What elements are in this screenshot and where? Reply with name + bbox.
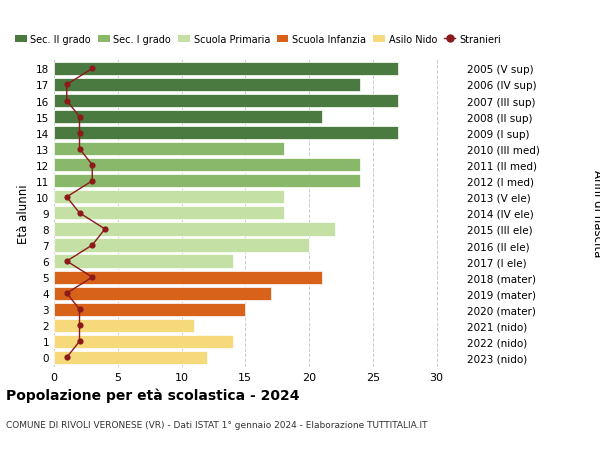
- Point: [74, 306, 84, 313]
- Point: [74, 210, 84, 217]
- Point: [74, 338, 84, 345]
- Point: [74, 114, 84, 121]
- Text: Popolazione per età scolastica - 2024: Popolazione per età scolastica - 2024: [6, 388, 299, 403]
- Point: [88, 242, 97, 249]
- Bar: [54, 271, 322, 284]
- Point: [74, 322, 84, 329]
- Bar: [54, 63, 398, 76]
- Point: [88, 162, 97, 169]
- Bar: [54, 303, 245, 316]
- Point: [74, 130, 84, 137]
- Text: Anni di nascita: Anni di nascita: [590, 170, 600, 257]
- Point: [62, 98, 71, 105]
- Bar: [54, 351, 207, 364]
- Bar: [54, 191, 284, 204]
- Point: [100, 226, 110, 233]
- Bar: [54, 319, 194, 332]
- Point: [88, 66, 97, 73]
- Bar: [54, 287, 271, 300]
- Bar: [54, 127, 398, 140]
- Text: COMUNE DI RIVOLI VERONESE (VR) - Dati ISTAT 1° gennaio 2024 - Elaborazione TUTTI: COMUNE DI RIVOLI VERONESE (VR) - Dati IS…: [6, 420, 427, 429]
- Bar: [54, 255, 233, 268]
- Bar: [54, 223, 335, 236]
- Point: [62, 354, 71, 361]
- Point: [62, 258, 71, 265]
- Y-axis label: Età alunni: Età alunni: [17, 184, 31, 243]
- Bar: [54, 143, 284, 156]
- Point: [88, 178, 97, 185]
- Bar: [54, 175, 360, 188]
- Bar: [54, 335, 233, 348]
- Bar: [54, 207, 284, 220]
- Legend: Sec. II grado, Sec. I grado, Scuola Primaria, Scuola Infanzia, Asilo Nido, Stran: Sec. II grado, Sec. I grado, Scuola Prim…: [11, 31, 505, 49]
- Point: [74, 146, 84, 153]
- Bar: [54, 159, 360, 172]
- Point: [62, 82, 71, 89]
- Bar: [54, 239, 309, 252]
- Bar: [54, 79, 360, 92]
- Point: [62, 290, 71, 297]
- Bar: [54, 95, 398, 108]
- Point: [62, 194, 71, 201]
- Bar: [54, 111, 322, 124]
- Point: [88, 274, 97, 281]
